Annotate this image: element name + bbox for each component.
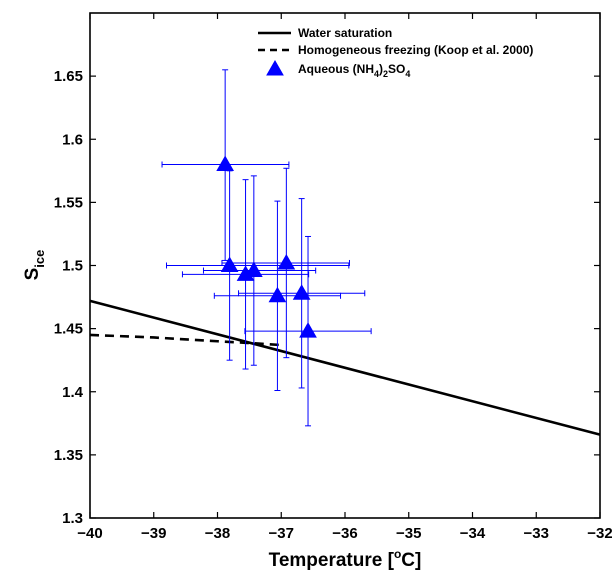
legend: Water saturation Homogeneous freezing (K… — [258, 26, 533, 79]
y-axis-title-subscript: ice — [32, 250, 47, 268]
data-point-triangle — [292, 284, 311, 300]
y-axis-title-main: S — [22, 268, 43, 281]
x-tick-label: −32 — [587, 525, 612, 542]
data-point-triangle — [244, 261, 263, 278]
homogeneous-freezing-line — [89, 333, 282, 347]
x-tick-label: −40 — [77, 525, 102, 542]
y-tick-label: 1.55 — [54, 194, 83, 211]
data-point-triangle — [268, 286, 287, 303]
y-tick-label: 1.65 — [54, 68, 83, 85]
legend-swatch-triangle — [266, 59, 284, 76]
legend-label-subscript: 4 — [405, 69, 410, 79]
y-tick-label: 1.6 — [62, 131, 83, 148]
data-point-triangle — [299, 322, 317, 338]
x-tick-label: −35 — [396, 525, 421, 542]
legend-label-part: SO — [388, 62, 405, 76]
legend-label-part: ) — [379, 62, 383, 76]
x-axis-title-tail: C] — [401, 550, 421, 571]
x-tick-label: −33 — [524, 525, 549, 542]
data-point-triangle — [277, 253, 296, 270]
y-tick-label: 1.4 — [62, 384, 84, 401]
legend-label-subscript: 4 — [374, 69, 379, 79]
legend-label-homogeneous-freezing: Homogeneous freezing (Koop et al. 2000) — [298, 43, 533, 57]
x-axis-title-main: Temperature [ — [269, 550, 395, 571]
water-saturation-line — [89, 299, 601, 436]
x-axis-title: Temperature [oC] — [269, 547, 422, 571]
x-tick-label: −34 — [460, 525, 486, 542]
x-axis-title-superscript: o — [394, 547, 401, 561]
x-tick-label: −38 — [205, 525, 230, 542]
legend-label-water-saturation: Water saturation — [298, 26, 392, 40]
y-tick-label: 1.35 — [54, 447, 83, 464]
x-tick-label: −37 — [269, 525, 294, 542]
y-tick-label: 1.3 — [62, 510, 83, 527]
legend-label-ammonium-sulfate: Aqueous (NH4)2SO4 — [298, 62, 410, 79]
marker-layer — [216, 155, 317, 338]
tick-layer: −40 −39 −38 −37 −36 −35 −34 −33 −32 1.3 1.35 1.4 1.4… — [54, 13, 612, 542]
line-series-layer — [89, 299, 601, 436]
x-tick-label: −36 — [332, 525, 357, 542]
y-tick-label: 1.45 — [54, 321, 83, 338]
legend-label-subscript: 2 — [383, 69, 388, 79]
x-tick-label: −39 — [141, 525, 166, 542]
data-point-triangle — [216, 155, 235, 171]
legend-label-part: Aqueous (NH — [298, 62, 374, 76]
y-axis-title: Sice — [22, 250, 47, 281]
data-point-triangle — [220, 256, 239, 272]
y-tick-label: 1.5 — [62, 258, 83, 275]
